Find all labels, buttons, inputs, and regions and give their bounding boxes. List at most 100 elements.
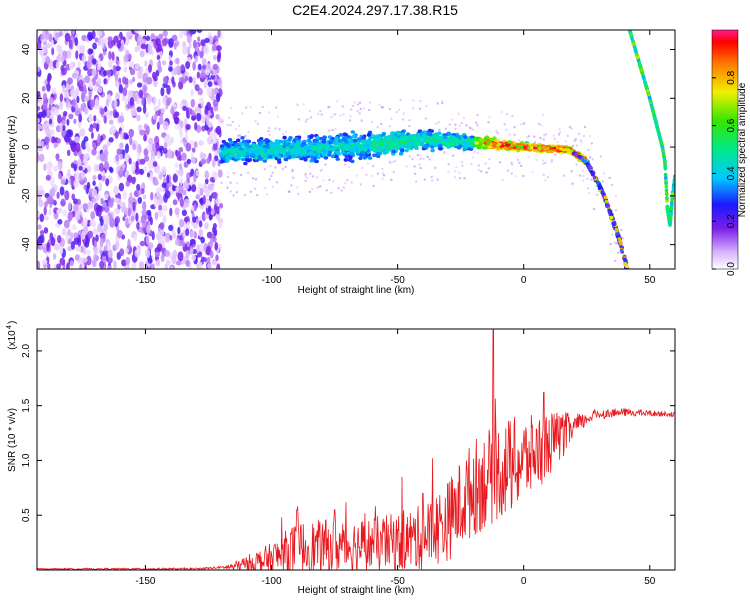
speckle-point — [423, 178, 427, 181]
speckle-point — [366, 162, 369, 165]
speckle-point — [320, 168, 324, 171]
speckle-point — [226, 123, 229, 127]
band-point — [313, 139, 318, 143]
noise-blob — [116, 229, 123, 239]
speckle-point — [249, 190, 253, 193]
noise-blob — [209, 195, 212, 203]
speckle-point — [333, 113, 336, 116]
band-point — [225, 158, 230, 163]
speckle-point — [422, 157, 425, 160]
speckle-point — [370, 174, 373, 178]
band-point — [483, 146, 488, 150]
noise-blob — [216, 92, 221, 103]
band-point — [227, 138, 233, 142]
speckle-point — [235, 191, 238, 194]
noise-blob — [74, 136, 80, 143]
noise-blob — [130, 215, 135, 222]
noise-blob — [158, 204, 163, 211]
band-point — [309, 158, 314, 163]
noise-blob — [57, 161, 63, 171]
descent-point — [591, 172, 595, 177]
speckle-point — [520, 123, 523, 126]
noise-blob — [107, 36, 113, 42]
noise-blob — [186, 158, 192, 164]
band-point — [387, 141, 393, 146]
noise-blob — [123, 66, 128, 73]
band-point — [404, 148, 409, 153]
speckle-point — [501, 178, 504, 182]
speckle-point — [411, 157, 414, 161]
notch-point — [669, 206, 674, 211]
noise-blob — [122, 87, 128, 97]
speckle-point — [431, 179, 434, 182]
band-point — [267, 154, 273, 159]
spectrogram-frame — [36, 29, 676, 270]
band-point — [341, 151, 346, 155]
noise-blob — [199, 187, 204, 196]
speckle-point — [268, 133, 271, 137]
speckle-point — [505, 128, 508, 131]
noise-blob — [50, 187, 56, 197]
band-point — [330, 154, 335, 159]
speckle-point — [558, 128, 561, 131]
band-point — [350, 130, 355, 134]
noise-blob — [204, 37, 210, 44]
band-point — [288, 155, 293, 159]
band-point — [315, 136, 320, 140]
band-point — [391, 149, 396, 154]
noise-blob — [180, 64, 185, 71]
noise-blob — [190, 98, 195, 108]
noise-blob — [206, 157, 211, 165]
speckle-point — [408, 124, 411, 128]
noise-blob — [212, 63, 219, 71]
noise-blob — [37, 224, 42, 230]
noise-blob — [200, 39, 206, 47]
noise-blob — [92, 174, 97, 181]
speckle-point — [346, 178, 349, 182]
speckle-point — [487, 121, 490, 124]
speckle-point — [320, 113, 323, 116]
speckle-point — [350, 181, 353, 184]
band-point — [245, 139, 250, 144]
speckle-point — [330, 115, 333, 119]
noise-blob — [106, 69, 112, 75]
steep-point — [639, 67, 644, 72]
band-point — [342, 132, 347, 136]
noise-blob — [75, 142, 81, 153]
speckle-point — [589, 135, 592, 138]
speckle-point — [412, 99, 415, 102]
noise-blob — [107, 241, 112, 250]
speckle-point — [522, 174, 525, 178]
noise-blob — [90, 131, 94, 139]
speckle-point — [355, 174, 358, 177]
speckle-point — [359, 183, 362, 186]
band-point — [400, 129, 406, 134]
noise-blob — [56, 209, 62, 215]
x-tick-label: 50 — [644, 275, 656, 286]
band-point — [235, 155, 240, 159]
band-point — [487, 145, 493, 149]
noise-blob — [133, 233, 137, 242]
band-point — [227, 153, 233, 158]
band-point — [322, 135, 327, 140]
noise-blob — [97, 57, 101, 67]
speckle-point — [550, 159, 554, 162]
noise-blob — [196, 112, 202, 122]
band-point — [374, 134, 379, 139]
speckle-point — [458, 124, 461, 128]
noise-blob — [182, 105, 187, 111]
noise-blob — [194, 122, 198, 131]
noise-blob — [125, 31, 132, 38]
noise-blob — [124, 152, 129, 162]
noise-blob — [59, 123, 63, 133]
noise-blob — [46, 83, 51, 92]
noise-blob — [122, 189, 127, 200]
noise-blob — [83, 84, 87, 93]
speckle-point — [267, 126, 271, 130]
noise-blob — [183, 216, 189, 223]
noise-blob — [73, 118, 77, 125]
steep-point — [631, 39, 635, 43]
band-point — [437, 143, 443, 148]
band-point — [219, 160, 224, 164]
